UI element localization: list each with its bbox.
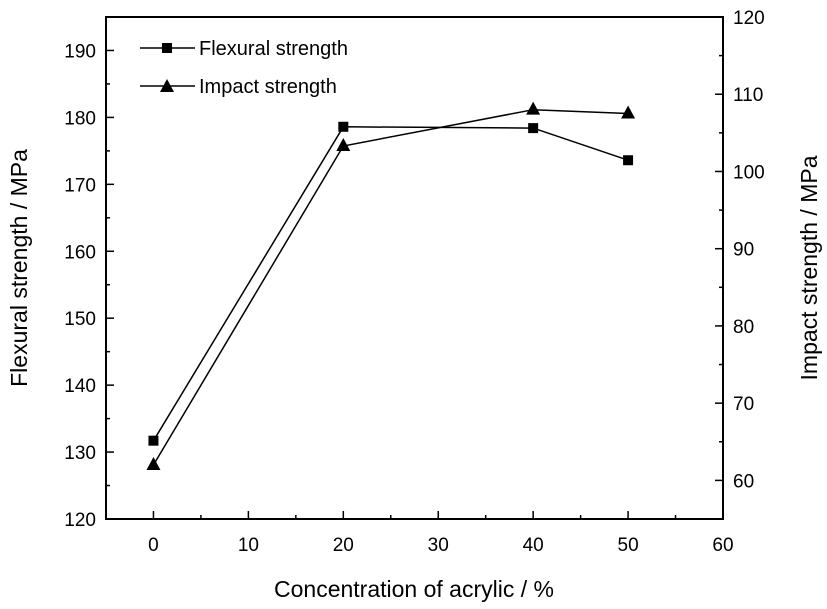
y-right-tick-label: 70 xyxy=(733,394,754,415)
legend-label-impact: Impact strength xyxy=(199,76,337,98)
legend-label-flexural: Flexural strength xyxy=(199,38,348,60)
x-tick-label: 10 xyxy=(238,535,259,556)
x-axis-title: Concentration of acrylic / % xyxy=(274,576,554,602)
data-point-triangle xyxy=(526,101,541,115)
y-right-tick-label: 60 xyxy=(733,471,754,492)
y-left-tick-label: 150 xyxy=(64,309,96,330)
x-tick-label: 50 xyxy=(618,535,639,556)
data-point-square xyxy=(338,121,349,132)
data-point-triangle xyxy=(146,456,161,470)
y-right-tick-label: 110 xyxy=(733,85,763,106)
ticks: 0 10 20 30 40 50 60 120 130 140 150 160 170 180 190 60 7… xyxy=(64,8,764,556)
legend-marker-square xyxy=(162,43,172,53)
y-right-tick-label: 90 xyxy=(733,240,754,261)
y-left-tick-label: 180 xyxy=(64,108,96,129)
x-tick-label: 20 xyxy=(333,535,354,556)
y-left-tick-label: 130 xyxy=(64,443,96,464)
x-tick-label: 0 xyxy=(148,535,159,556)
data-point-triangle xyxy=(621,105,636,119)
x-tick-label: 60 xyxy=(712,535,733,556)
y-left-tick-label: 190 xyxy=(64,41,96,62)
series-line-triangle xyxy=(152,108,629,466)
plot-frame xyxy=(105,16,724,520)
data-point-square xyxy=(148,435,159,446)
y-axis-title-left: Flexural strength / MPa xyxy=(6,149,32,387)
y-right-tick-label: 100 xyxy=(733,162,765,183)
y-right-tick-label: 120 xyxy=(733,8,765,29)
series-line-square xyxy=(152,126,629,442)
y-axis-title-right: Impact strength / MPa xyxy=(796,155,822,380)
y-left-tick-label: 160 xyxy=(64,242,96,263)
y-left-tick-label: 170 xyxy=(64,175,96,196)
data-point-triangle xyxy=(336,137,351,151)
y-left-tick-label: 120 xyxy=(64,510,96,531)
legend: Flexural strength Impact strength xyxy=(140,38,348,98)
y-left-tick-label: 140 xyxy=(64,376,96,397)
data-point-square xyxy=(623,155,634,166)
x-tick-label: 40 xyxy=(523,535,544,556)
series-layer xyxy=(146,101,636,470)
x-tick-label: 30 xyxy=(428,535,449,556)
y-right-tick-label: 80 xyxy=(733,317,754,338)
legend-marker-triangle xyxy=(160,79,174,92)
data-point-square xyxy=(528,123,539,134)
